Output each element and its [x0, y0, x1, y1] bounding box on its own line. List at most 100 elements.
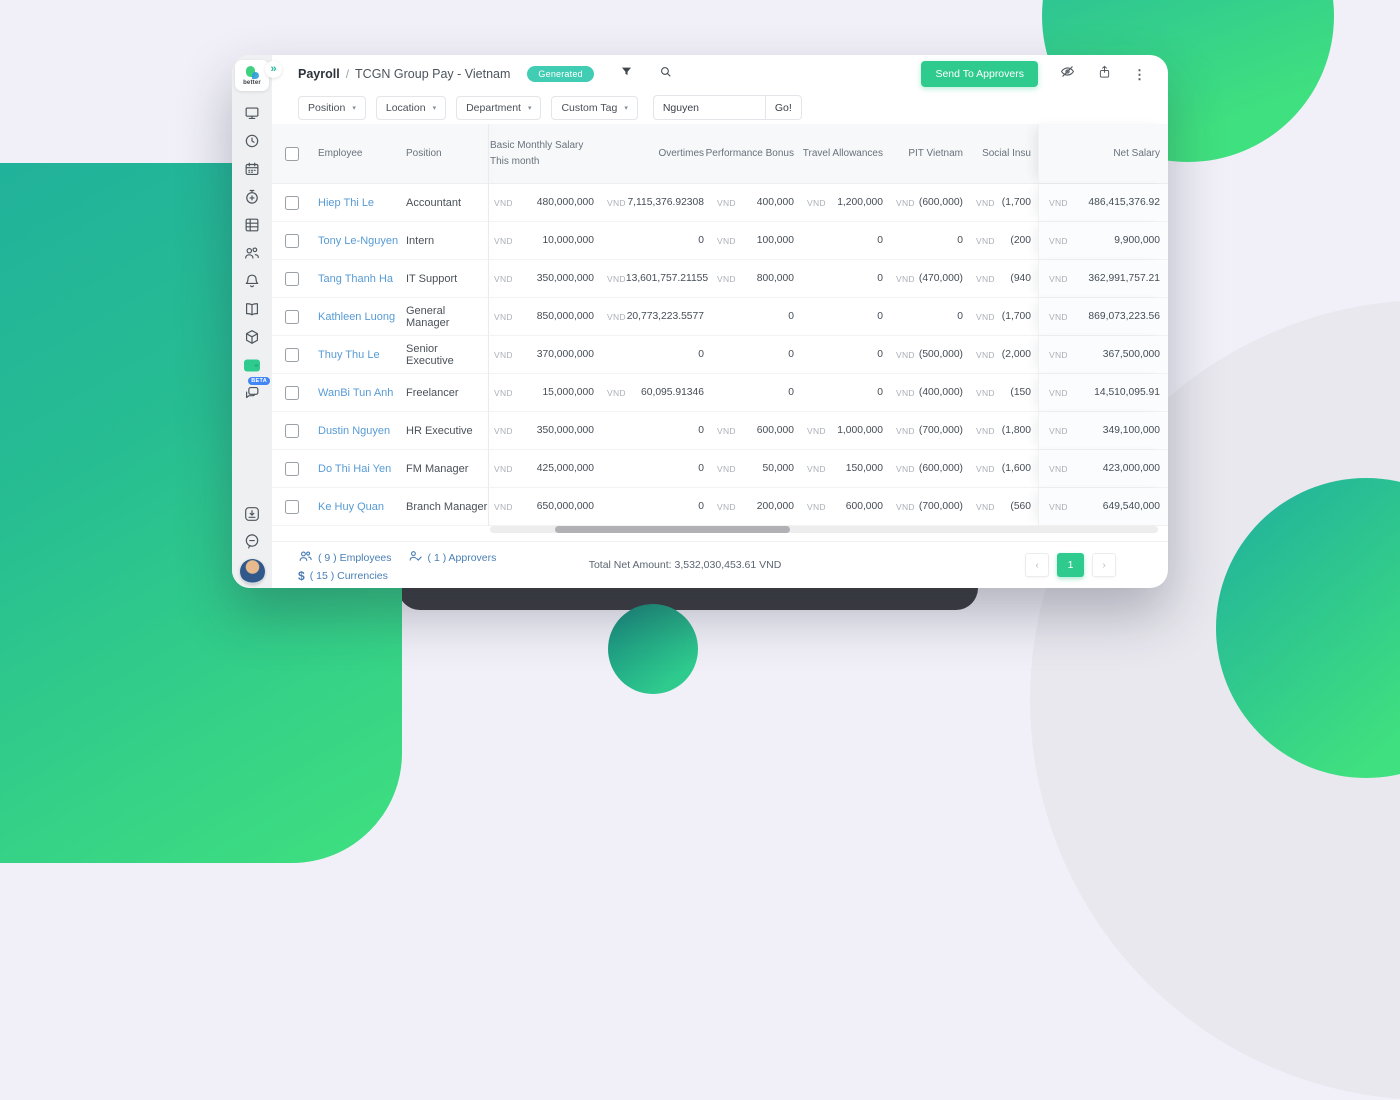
header-social-insurance[interactable]: Social Insu — [982, 148, 1031, 159]
row-checkbox[interactable] — [285, 309, 299, 324]
prev-page-button[interactable]: ‹ — [1025, 553, 1049, 577]
basic-salary-cell: VND 370,000,000 — [494, 349, 594, 360]
current-page[interactable]: 1 — [1057, 553, 1084, 577]
position-cell: Intern — [406, 234, 435, 247]
download-icon — [243, 505, 261, 523]
employee-link[interactable]: Tony Le-Nguyen — [318, 234, 399, 247]
net-salary-cell: VND 869,073,223.56 — [1038, 298, 1168, 335]
status-badge: Generated — [527, 66, 594, 82]
search-icon — [659, 65, 673, 84]
more-menu-button[interactable]: ⋮ — [1133, 68, 1146, 81]
currency-label: VND — [494, 425, 513, 436]
currency-label: VND — [1049, 463, 1068, 474]
feedback-icon — [243, 532, 261, 550]
row-checkbox[interactable] — [285, 385, 299, 400]
row-checkbox[interactable] — [285, 271, 299, 286]
sidebar-item-handbook[interactable] — [243, 300, 261, 318]
header-net-salary[interactable]: Net Salary — [1038, 124, 1168, 183]
currency-label: VND — [1049, 501, 1068, 512]
sidebar-item-payslip-table[interactable] — [243, 216, 261, 234]
chevron-down-icon: ▾ — [624, 104, 628, 112]
send-to-approvers-button[interactable]: Send To Approvers — [921, 61, 1038, 87]
header-travel-allowances[interactable]: Travel Allowances — [802, 148, 883, 159]
header-position[interactable]: Position — [406, 148, 442, 159]
filter-location[interactable]: Location ▾ — [375, 95, 447, 120]
employee-link[interactable]: Tang Thanh Ha — [318, 272, 394, 285]
sidebar-item-assets[interactable] — [243, 328, 261, 346]
table-row: WanBi Tun Anh Freelancer VND 15,000,000 V… — [272, 374, 1168, 412]
search-button[interactable] — [659, 65, 673, 84]
sidebar-item-payroll-active[interactable] — [243, 356, 261, 374]
horizontal-scrollbar-thumb[interactable] — [555, 526, 790, 533]
hide-columns-button[interactable] — [1059, 63, 1076, 85]
overtimes-cell: VND 60,095.91346 — [607, 387, 704, 398]
approvers-count[interactable]: ( 1 ) Approvers — [408, 549, 496, 567]
search-input[interactable] — [652, 95, 765, 120]
header-employee[interactable]: Employee — [318, 148, 363, 159]
currency-label: VND — [607, 387, 626, 398]
breadcrumb-section[interactable]: Payroll — [298, 67, 340, 81]
header-performance-bonus[interactable]: Performance Bonus — [705, 148, 794, 159]
row-checkbox[interactable] — [285, 347, 299, 362]
net-salary-cell: VND 486,415,376.92 — [1038, 184, 1168, 221]
row-checkbox[interactable] — [285, 233, 299, 248]
horizontal-scrollbar-track[interactable] — [490, 526, 1158, 533]
filter-custom-tag[interactable]: Custom Tag ▾ — [551, 95, 638, 120]
sidebar-item-feedback[interactable] — [243, 532, 261, 550]
user-avatar[interactable] — [239, 559, 265, 584]
currency-label: VND — [494, 273, 513, 284]
travel-allowances-cell: VND 1,000,000 — [807, 425, 883, 436]
currency-label: VND — [896, 197, 915, 208]
sidebar-item-chat[interactable]: BETA — [243, 377, 270, 402]
filter-button[interactable] — [620, 65, 633, 83]
currency-label: VND — [976, 501, 995, 512]
table-footer: ( 9 ) Employees ( 1 ) Approvers $( 15 ) … — [272, 541, 1168, 588]
header-basic-salary[interactable]: Basic Monthly Salary This month — [490, 140, 584, 167]
currencies-count[interactable]: $( 15 ) Currencies — [298, 568, 388, 583]
basic-salary-cell: VND 350,000,000 — [494, 425, 594, 436]
currency-label: VND — [607, 197, 626, 208]
export-button[interactable] — [1097, 64, 1112, 85]
sidebar-item-download[interactable] — [243, 505, 261, 523]
approver-check-icon — [408, 549, 423, 567]
employee-link[interactable]: Ke Huy Quan — [318, 500, 385, 513]
next-page-button[interactable]: › — [1092, 553, 1116, 577]
row-checkbox[interactable] — [285, 423, 299, 438]
row-checkbox[interactable] — [285, 195, 299, 210]
chevron-down-icon: ▾ — [352, 104, 356, 112]
sidebar-item-time-tracker[interactable] — [243, 188, 261, 206]
filter-department[interactable]: Department ▾ — [456, 95, 542, 120]
go-button[interactable]: Go! — [764, 95, 802, 120]
filter-position[interactable]: Position ▾ — [298, 95, 366, 120]
employee-link[interactable]: Kathleen Luong — [318, 310, 396, 323]
header-overtimes[interactable]: Overtimes — [658, 148, 704, 159]
app-logo[interactable]: better — [235, 60, 269, 91]
sidebar-item-clock[interactable] — [243, 132, 261, 150]
currency-label: VND — [494, 463, 513, 474]
overtimes-cell: 0 — [698, 235, 704, 246]
select-all-checkbox[interactable] — [285, 146, 299, 161]
sidebar-item-calendar[interactable] — [243, 160, 261, 178]
payroll-table: Employee Position Basic Monthly Salary T… — [272, 124, 1168, 541]
table-row: Tang Thanh Ha IT Support VND 350,000,000 … — [272, 260, 1168, 298]
currency-label: VND — [896, 273, 915, 284]
sidebar-item-notifications[interactable] — [243, 272, 261, 290]
sidebar-item-team[interactable] — [243, 244, 261, 262]
sidebar: better BETA — [232, 55, 272, 588]
header-pit-vietnam[interactable]: PIT Vietnam — [908, 148, 963, 159]
timer-plus-icon — [243, 188, 261, 206]
sidebar-item-monitor[interactable] — [243, 104, 261, 122]
employees-count[interactable]: ( 9 ) Employees — [298, 549, 392, 567]
sidebar-collapse-button[interactable]: » — [265, 61, 282, 78]
row-checkbox[interactable] — [285, 461, 299, 476]
employee-link[interactable]: Thuy Thu Le — [318, 348, 380, 361]
employee-link[interactable]: Dustin Nguyen — [318, 424, 391, 437]
social-insurance-cell: VND (200 — [976, 235, 1031, 246]
row-checkbox[interactable] — [285, 499, 299, 514]
employee-link[interactable]: Do Thi Hai Yen — [318, 462, 392, 475]
employee-link[interactable]: WanBi Tun Anh — [318, 386, 394, 399]
performance-bonus-cell: VND 600,000 — [717, 425, 794, 436]
chevron-down-icon: ▾ — [527, 104, 532, 112]
employee-link[interactable]: Hiep Thi Le — [318, 196, 375, 209]
performance-bonus-cell: 0 — [788, 387, 794, 398]
